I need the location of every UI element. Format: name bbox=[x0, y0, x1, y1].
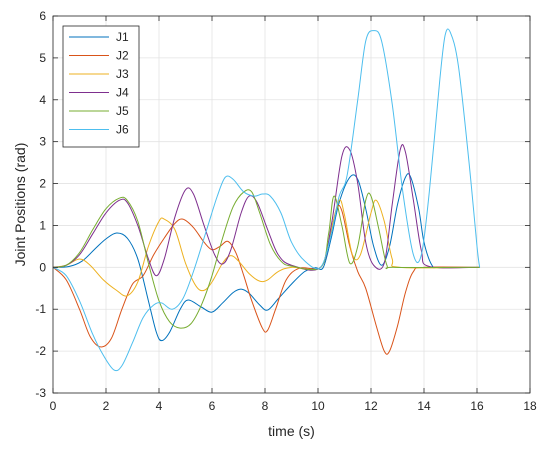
y-axis: -3 -2 -1 0 1 2 3 4 5 6 bbox=[35, 9, 530, 400]
x-tick-label: 2 bbox=[103, 399, 110, 413]
y-tick-label: -1 bbox=[35, 302, 46, 316]
y-tick-label: -2 bbox=[35, 344, 46, 358]
axes-box bbox=[52, 15, 531, 394]
x-axis: 0 2 4 6 8 10 12 14 16 18 bbox=[50, 16, 537, 413]
series-line-j1 bbox=[52, 173, 480, 342]
legend: J1 J2 J3 J4 J5 J6 bbox=[62, 25, 140, 148]
x-tick-label: 0 bbox=[50, 399, 57, 413]
x-tick-label: 4 bbox=[156, 399, 163, 413]
x-tick-label: 16 bbox=[470, 399, 484, 413]
legend-label: J2 bbox=[116, 49, 129, 63]
x-tick-label: 8 bbox=[262, 399, 269, 413]
legend-label: J6 bbox=[116, 123, 129, 137]
y-tick-label: 4 bbox=[39, 93, 46, 107]
x-tick-label: 14 bbox=[417, 399, 431, 413]
x-tick-label: 6 bbox=[209, 399, 216, 413]
y-tick-label: 1 bbox=[39, 218, 46, 232]
series-line-j3 bbox=[52, 199, 480, 297]
legend-box bbox=[62, 25, 140, 148]
legend-label: J5 bbox=[116, 104, 129, 118]
x-axis-label: time (s) bbox=[268, 423, 315, 439]
y-tick-label: 5 bbox=[39, 51, 46, 65]
y-tick-label: 6 bbox=[39, 9, 46, 23]
legend-label: J4 bbox=[116, 86, 129, 100]
series-line-j2 bbox=[52, 204, 480, 355]
legend-label: J1 bbox=[116, 30, 129, 44]
legend-label: J3 bbox=[116, 67, 129, 81]
series-line-j6 bbox=[52, 28, 481, 372]
x-tick-label: 12 bbox=[364, 399, 378, 413]
x-tick-label: 18 bbox=[523, 399, 537, 413]
series-lines bbox=[52, 28, 481, 372]
series-line-j4 bbox=[52, 144, 480, 277]
y-tick-label: 3 bbox=[39, 135, 46, 149]
y-tick-label: 0 bbox=[39, 260, 46, 274]
y-tick-label: 2 bbox=[39, 177, 46, 191]
y-tick-label: -3 bbox=[35, 386, 46, 400]
y-axis-label: Joint Positions (rad) bbox=[12, 143, 28, 267]
x-tick-label: 10 bbox=[311, 399, 325, 413]
